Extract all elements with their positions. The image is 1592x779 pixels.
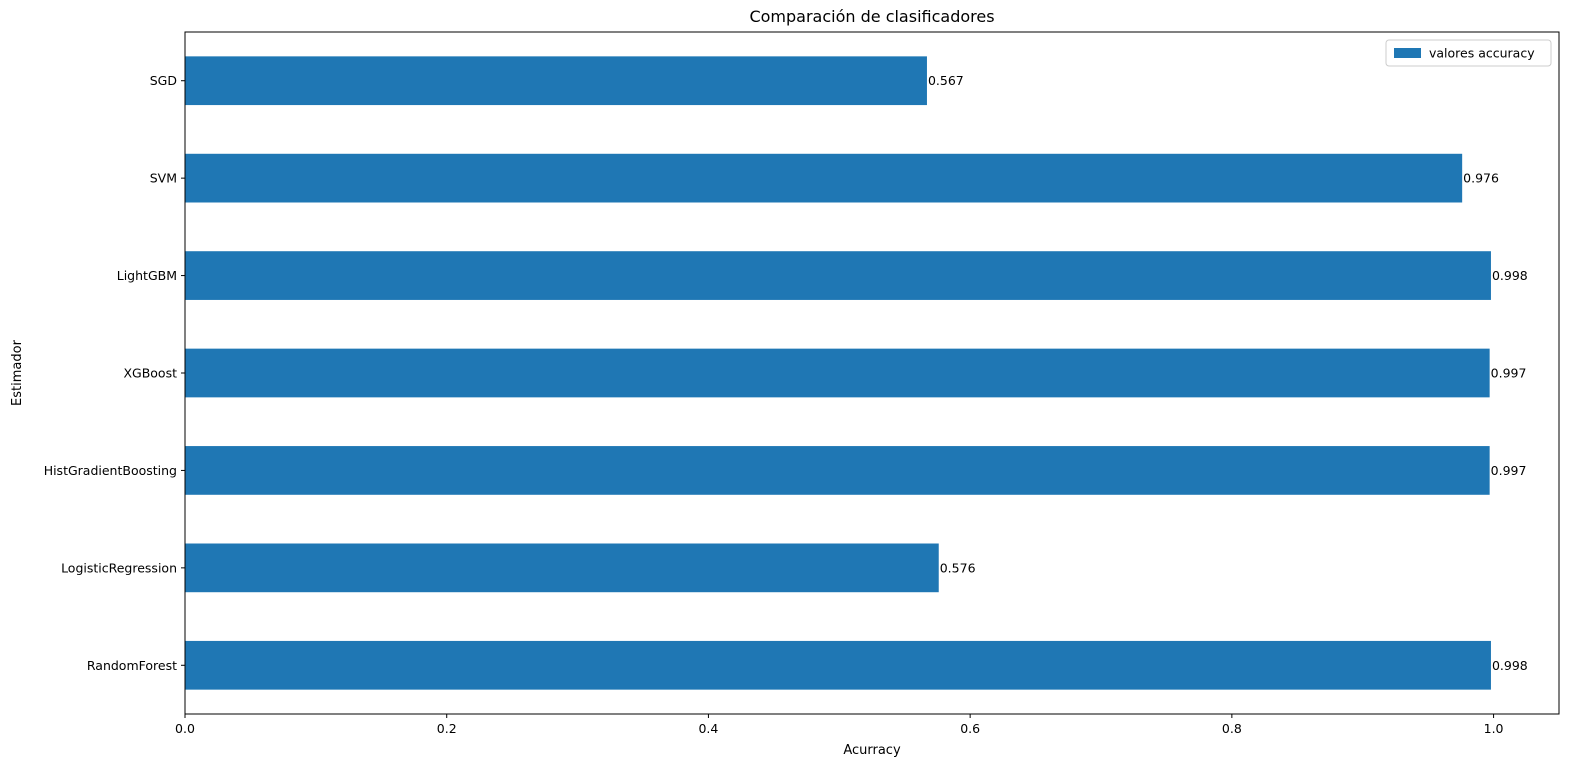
data-label-randomforest: 0.998 <box>1492 658 1528 673</box>
data-label-sgd: 0.567 <box>928 73 964 88</box>
bar-xgboost <box>185 348 1490 398</box>
data-label-svm: 0.976 <box>1463 171 1499 186</box>
bar-logisticregression <box>185 543 939 593</box>
data-label-logisticregression: 0.576 <box>940 560 976 575</box>
x-axis: 0.0 0.2 0.4 0.6 0.8 1.0 <box>175 714 1504 736</box>
bar-lightgbm <box>185 251 1491 300</box>
x-tick-label: 0.6 <box>960 721 980 736</box>
y-tick-label: XGBoost <box>123 366 177 381</box>
bar-svm <box>185 153 1463 203</box>
y-axis-label: Estimador <box>10 339 25 406</box>
x-tick-label: 1.0 <box>1484 721 1504 736</box>
y-tick-label: HistGradientBoosting <box>44 463 177 478</box>
x-tick-label: 0.4 <box>698 721 718 736</box>
data-label-lightgbm: 0.998 <box>1492 268 1528 283</box>
legend-frame <box>1385 39 1552 67</box>
y-tick-label: LightGBM <box>117 268 177 283</box>
x-axis-label: Acurracy <box>843 743 901 758</box>
plot-area: 0.998 0.576 0.997 0.997 0.998 0.976 0.567 <box>184 31 1560 715</box>
bar-randomforest <box>185 640 1491 690</box>
chart-title: Comparación de clasificadores <box>749 7 994 26</box>
y-tick-label: RandomForest <box>87 658 177 673</box>
x-tick-label: 0.2 <box>437 721 457 736</box>
y-axis: RandomForest LogisticRegression HistGradie… <box>44 73 185 673</box>
data-label-histgradientboosting: 0.997 <box>1491 463 1527 478</box>
y-tick-label: SVM <box>150 171 177 186</box>
x-tick-label: 0.8 <box>1222 721 1242 736</box>
legend-swatch <box>1394 48 1421 58</box>
data-label-xgboost: 0.997 <box>1491 366 1527 381</box>
bars-group <box>185 56 1491 690</box>
data-labels-group: 0.998 0.576 0.997 0.997 0.998 0.976 0.567 <box>928 73 1528 673</box>
y-tick-label: SGD <box>150 73 177 88</box>
bar-histgradientboosting <box>185 446 1490 495</box>
legend: valores accuracy <box>1385 39 1552 67</box>
y-tick-label: LogisticRegression <box>61 560 177 575</box>
legend-label: valores accuracy <box>1429 46 1535 61</box>
x-tick-label: 0.0 <box>175 721 195 736</box>
bar-sgd <box>185 56 927 106</box>
